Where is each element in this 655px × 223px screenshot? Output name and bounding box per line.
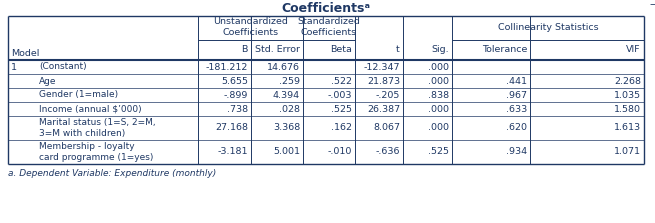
Text: 5.001: 5.001 [273, 147, 300, 157]
Text: Membership - loyalty
card programme (1=yes): Membership - loyalty card programme (1=y… [39, 142, 153, 162]
Text: Model: Model [11, 50, 39, 58]
Text: 2.268: 2.268 [614, 76, 641, 85]
Text: 4.394: 4.394 [273, 91, 300, 99]
Text: 5.655: 5.655 [221, 76, 248, 85]
Text: .967: .967 [506, 91, 527, 99]
Text: -.205: -.205 [375, 91, 400, 99]
Text: .620: .620 [506, 124, 527, 132]
Text: .000: .000 [428, 124, 449, 132]
Text: B: B [242, 45, 248, 54]
Text: -181.212: -181.212 [206, 62, 248, 72]
Text: Standardized
Coefficients: Standardized Coefficients [297, 17, 360, 37]
Text: .441: .441 [506, 76, 527, 85]
Text: 14.676: 14.676 [267, 62, 300, 72]
Text: VIF: VIF [626, 45, 641, 54]
Text: Income (annual $’000): Income (annual $’000) [39, 105, 141, 114]
Text: Gender (1=male): Gender (1=male) [39, 91, 118, 99]
Text: .525: .525 [331, 105, 352, 114]
Text: .838: .838 [428, 91, 449, 99]
Text: 1.580: 1.580 [614, 105, 641, 114]
Text: .028: .028 [279, 105, 300, 114]
Text: .162: .162 [331, 124, 352, 132]
Text: —: — [649, 0, 655, 9]
Text: 1.071: 1.071 [614, 147, 641, 157]
Text: .522: .522 [331, 76, 352, 85]
Text: -3.181: -3.181 [217, 147, 248, 157]
Text: .259: .259 [279, 76, 300, 85]
Text: -12.347: -12.347 [364, 62, 400, 72]
Text: Age: Age [39, 76, 56, 85]
Text: Unstandardized
Coefficients: Unstandardized Coefficients [213, 17, 288, 37]
Text: 1.613: 1.613 [614, 124, 641, 132]
Text: Collinearity Statistics: Collinearity Statistics [498, 23, 598, 31]
Text: Coefficientsᵃ: Coefficientsᵃ [282, 2, 371, 14]
Text: (Constant): (Constant) [39, 62, 86, 72]
Text: .633: .633 [506, 105, 527, 114]
Text: Marital status (1=S, 2=M,
3=M with children): Marital status (1=S, 2=M, 3=M with child… [39, 118, 156, 138]
Text: 21.873: 21.873 [367, 76, 400, 85]
Text: 26.387: 26.387 [367, 105, 400, 114]
Text: 27.168: 27.168 [215, 124, 248, 132]
Text: 8.067: 8.067 [373, 124, 400, 132]
Text: -.636: -.636 [375, 147, 400, 157]
Text: 1: 1 [11, 62, 17, 72]
Text: .525: .525 [428, 147, 449, 157]
Text: Beta: Beta [330, 45, 352, 54]
Text: .000: .000 [428, 76, 449, 85]
Text: .934: .934 [506, 147, 527, 157]
Text: t: t [396, 45, 400, 54]
Text: .738: .738 [227, 105, 248, 114]
Text: .000: .000 [428, 105, 449, 114]
Text: Sig.: Sig. [432, 45, 449, 54]
Text: .000: .000 [428, 62, 449, 72]
Text: -.010: -.010 [328, 147, 352, 157]
Text: 1.035: 1.035 [614, 91, 641, 99]
Text: Tolerance: Tolerance [481, 45, 527, 54]
Text: -.899: -.899 [223, 91, 248, 99]
Text: 3.368: 3.368 [272, 124, 300, 132]
Text: a. Dependent Variable: Expenditure (monthly): a. Dependent Variable: Expenditure (mont… [8, 169, 216, 178]
Text: -.003: -.003 [328, 91, 352, 99]
Text: Std. Error: Std. Error [255, 45, 300, 54]
